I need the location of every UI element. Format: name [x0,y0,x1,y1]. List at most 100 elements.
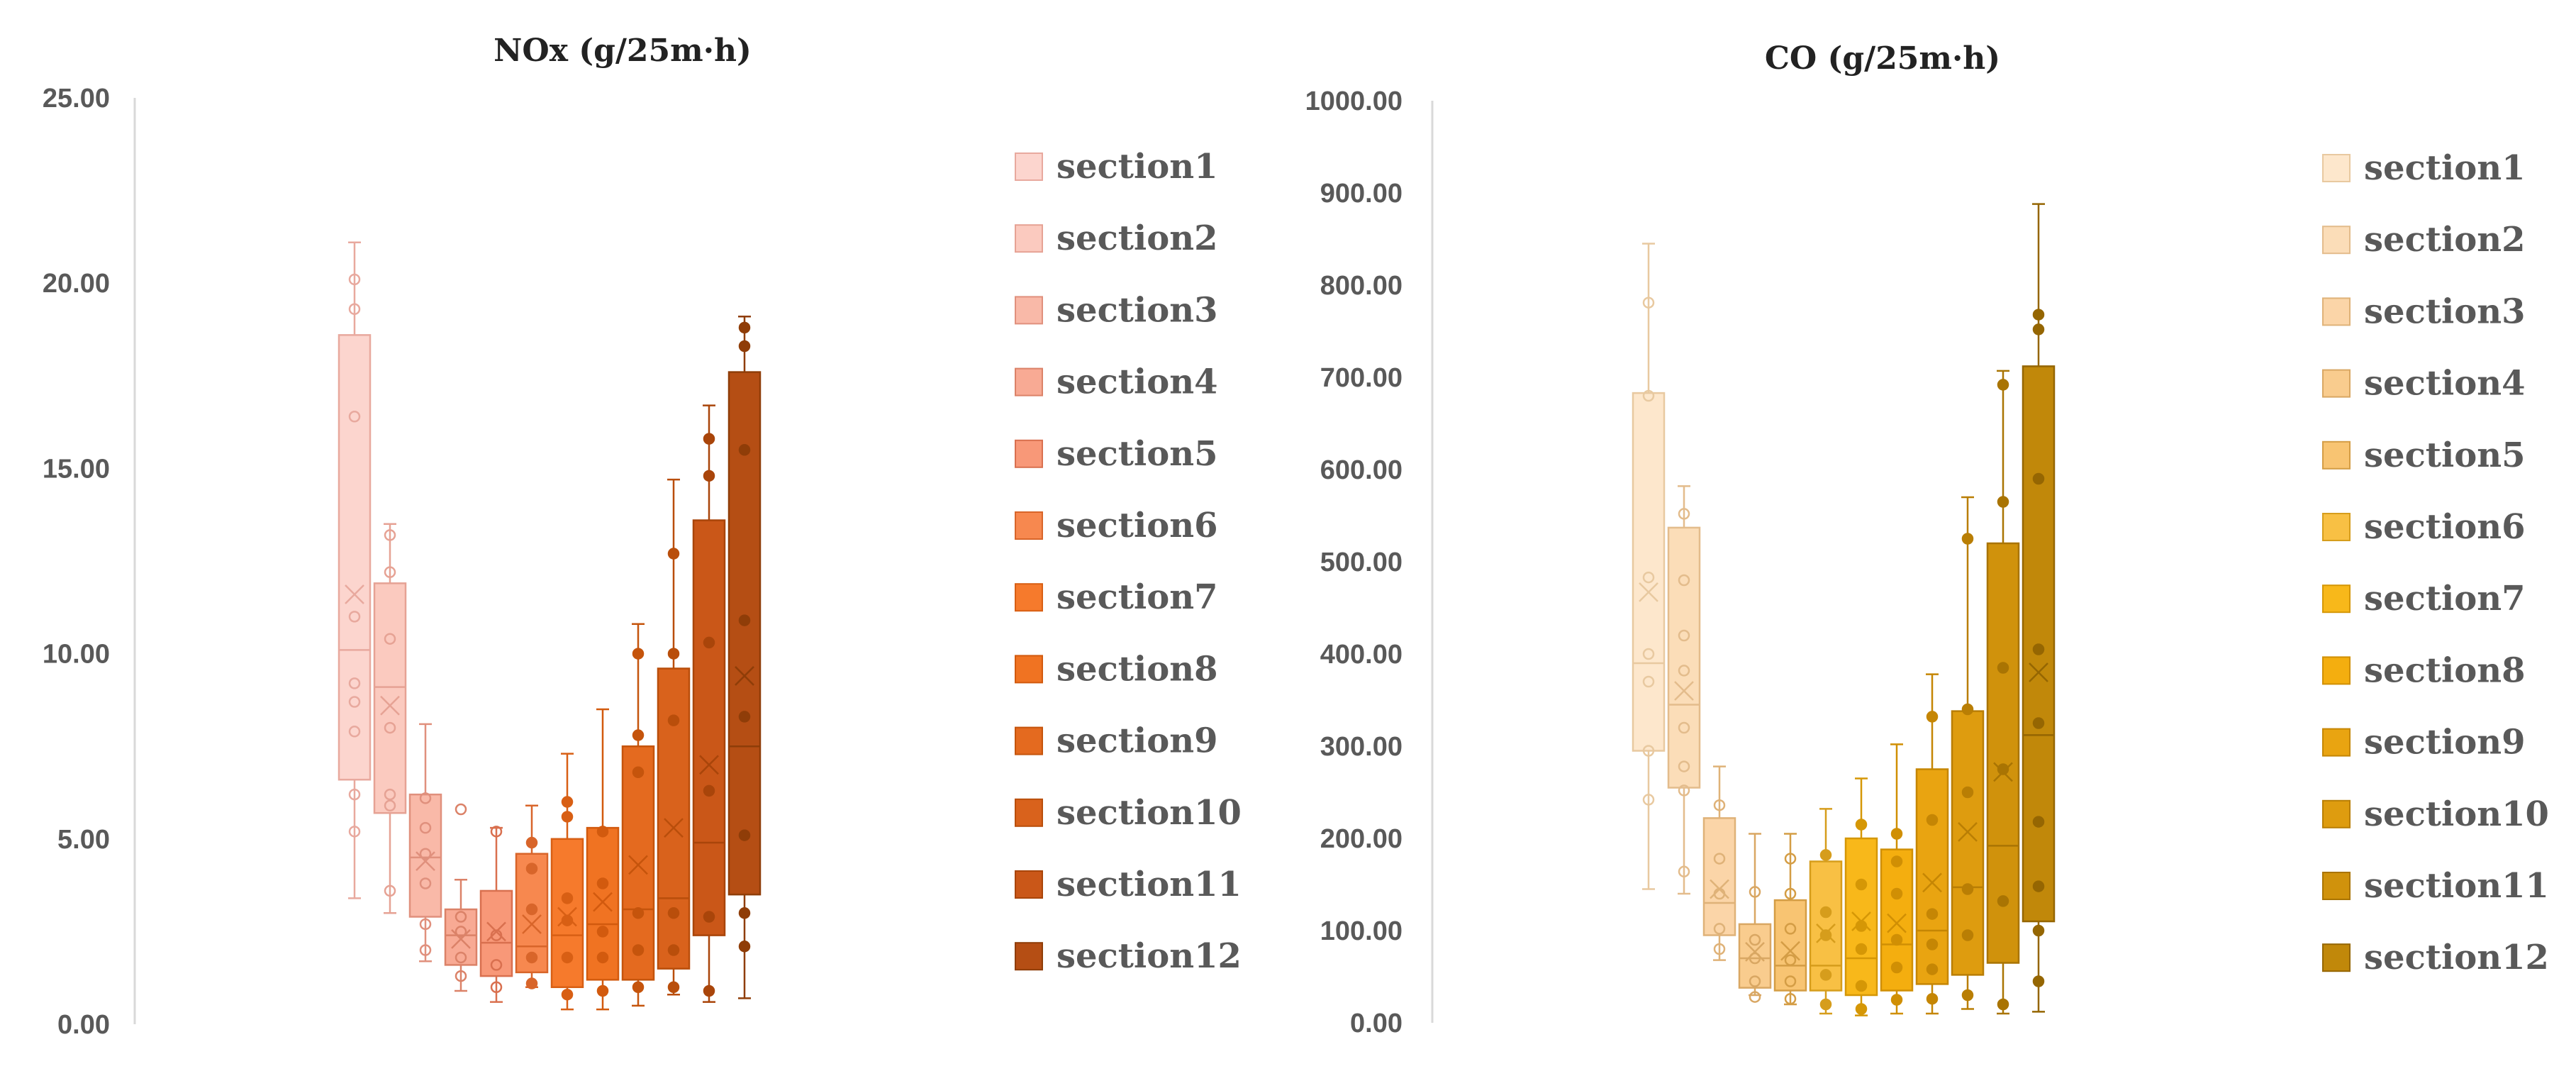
data-point [1713,923,1726,935]
data-point [1855,920,1868,932]
box-iqr [692,519,726,936]
mean-marker [416,851,435,872]
legend-swatch [2322,297,2351,326]
box-iqr [444,908,478,966]
data-point [2032,717,2045,729]
co-y-tick-label: 200.00 [1320,824,1403,854]
legend-swatch [2322,656,2351,685]
legend-swatch [2322,943,2351,972]
data-point [1784,923,1797,935]
data-point [1926,938,1939,950]
co-legend-item-section9: section9 [2322,723,2526,762]
box-iqr [657,667,691,970]
nox-legend-item-section4: section4 [1015,362,1218,402]
data-point [1678,665,1690,677]
data-point [348,826,361,838]
data-point [384,884,396,897]
mean-marker [628,855,648,875]
legend-label: section2 [1056,218,1218,258]
co-legend-item-section4: section4 [2322,364,2526,404]
nox-box-section11 [692,404,726,1003]
data-point [1784,954,1797,966]
legend-swatch [2322,440,2351,470]
nox-box-section9 [621,623,655,1007]
mean-marker [735,666,754,686]
data-point [596,985,609,997]
co-box-section7 [1844,777,1878,1016]
data-point [1855,878,1868,891]
data-point [738,444,751,456]
data-point [561,914,574,926]
co-legend-item-section8: section8 [2322,650,2526,690]
nox-box-section2 [373,523,407,914]
nox-y-tick-label: 15.00 [43,454,110,484]
data-point [1749,991,1761,1003]
legend-swatch [2322,584,2351,614]
legend-label: section11 [2364,866,2549,906]
nox-y-tick-label: 20.00 [43,269,110,299]
data-point [1961,989,1974,1002]
co-box-section4 [1738,833,1772,1003]
legend-label: section6 [1056,506,1218,545]
data-point [1713,887,1726,900]
mean-marker [522,914,542,934]
data-point [1678,865,1690,878]
co-y-tick-label: 300.00 [1320,732,1403,762]
data-point [561,892,574,904]
data-point [1749,952,1761,965]
data-point [632,766,645,779]
nox-legend-item-section12: section12 [1015,936,1242,976]
legend-swatch [1015,367,1043,396]
co-box-section2 [1667,485,1701,895]
box-iqr [1844,837,1878,997]
data-point [632,981,645,994]
box-iqr [727,371,762,896]
data-point [1890,994,1903,1006]
box-iqr [1880,848,1914,992]
data-point [561,796,574,808]
data-point [455,926,467,938]
legend-label: section3 [1056,290,1218,330]
data-point [348,696,361,708]
data-point [1784,853,1797,865]
data-point [1713,943,1726,955]
legend-swatch [1015,655,1043,684]
data-point [1642,571,1655,584]
co-box-section11 [1986,370,2020,1015]
data-point [1961,883,1974,895]
data-point [1784,992,1797,1005]
box-iqr [373,582,407,814]
legend-swatch [2322,369,2351,398]
data-point [596,951,609,964]
data-point [1678,784,1690,797]
mean-marker [593,892,613,912]
legend-swatch [2322,513,2351,541]
data-point [1890,887,1903,900]
data-point [1855,980,1868,992]
co-box-section9 [1915,673,1949,1015]
mean-marker [486,921,506,942]
co-box-section3 [1702,765,1736,961]
data-point [490,929,503,941]
nox-y-tick-label: 0.00 [57,1010,110,1040]
data-point [1749,933,1761,946]
data-point [632,907,645,919]
co-chart-title: CO (g/25m·h) [1765,40,2000,77]
nox-legend-item-section10: section10 [1015,793,1242,833]
nox-chart: NOx (g/25m·h) 0.00 5.00 10.00 15.00 20.00 25.… [43,33,1242,1040]
co-legend-item-section1: section1 [2322,148,2526,188]
data-point [419,848,432,860]
data-point [419,918,432,931]
co-box-section6 [1809,808,1843,1015]
data-point [1678,574,1690,587]
data-point [667,714,680,726]
legend-label: section2 [2364,220,2526,260]
data-point [667,548,680,560]
co-legend-item-section7: section7 [2322,579,2526,619]
data-point [490,826,503,838]
nox-legend-item-section1: section1 [1015,147,1218,187]
legend-label: section5 [1056,434,1218,474]
mean-marker [699,755,719,775]
legend-swatch [2322,226,2351,255]
data-point [2032,924,2045,937]
